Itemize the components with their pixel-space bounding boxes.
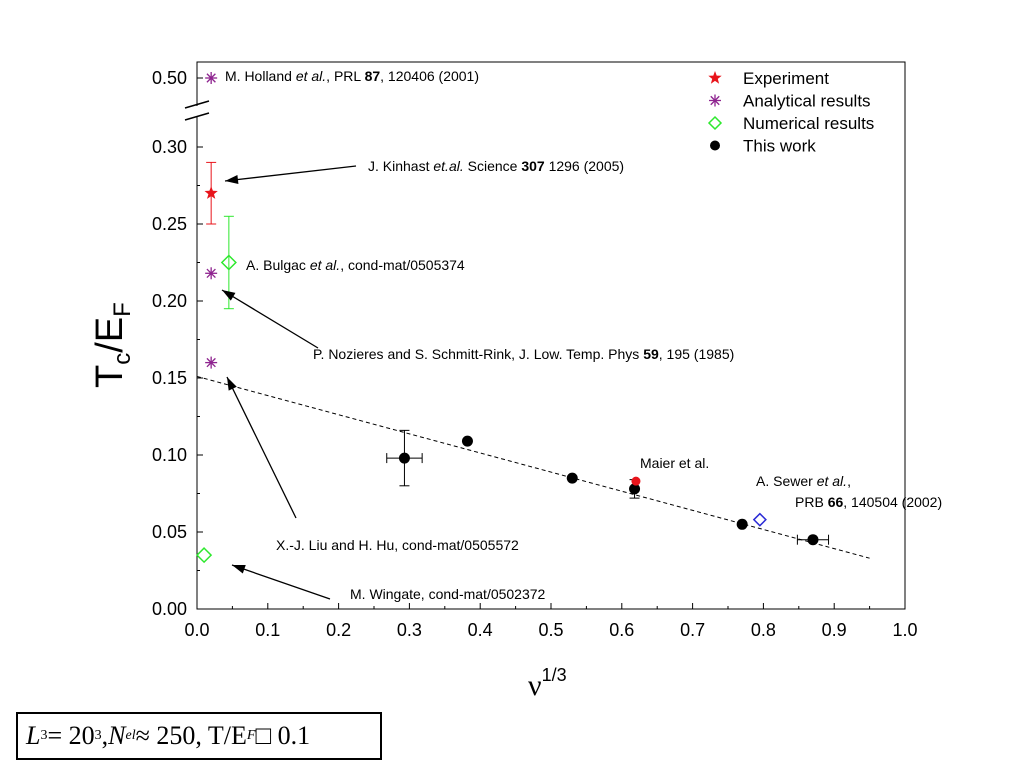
x-tick-label: 0.2	[326, 620, 351, 640]
annotation-wingate: M. Wingate, cond-mat/0502372	[350, 586, 546, 602]
y-tick-label: 0.50	[152, 68, 187, 88]
annotation-sewer-line2: PRB 66, 140504 (2002)	[795, 494, 942, 510]
this-work-point	[398, 452, 410, 464]
numerical-point	[220, 254, 237, 271]
this-work-point	[736, 518, 748, 530]
annotations: M. Holland et al., PRL 87, 120406 (2001)…	[221, 68, 942, 602]
formula-last: □ 0.1	[255, 721, 311, 750]
legend-marker-analytical	[709, 94, 721, 107]
fit-line	[196, 375, 870, 559]
numerical-point	[196, 547, 213, 564]
this-work-point	[629, 483, 641, 495]
annotation-sewer-line1: A. Sewer et al.,	[756, 473, 851, 489]
annotation-holland: M. Holland et al., PRL 87, 120406 (2001)	[225, 68, 479, 84]
y-tick-label: 0.20	[152, 291, 187, 311]
y-tick-label: 0.00	[152, 599, 187, 619]
legend-label: Experiment	[743, 69, 829, 88]
x-tick-label: 0.7	[680, 620, 705, 640]
x-tick-label: 0.6	[609, 620, 634, 640]
x-axis-label: ν1/3	[528, 665, 567, 700]
maier-point	[631, 476, 641, 486]
y-axis-label: Tc/EF	[89, 302, 136, 388]
formula-N-sub: el	[125, 728, 136, 743]
arrow-head	[222, 290, 236, 301]
legend-marker-this-work	[710, 140, 720, 151]
this-work-point	[461, 435, 473, 447]
legend-marker-numerical	[707, 115, 723, 131]
data-marks	[196, 72, 830, 564]
arrow-kinhast	[224, 165, 357, 184]
analytical-point	[205, 267, 218, 280]
x-tick-label: 1.0	[892, 620, 917, 640]
arrow-head	[232, 565, 246, 574]
x-tick-label: 0.1	[255, 620, 280, 640]
formula-approx: ≈ 250, T/E	[135, 721, 247, 750]
y-tick-label: 0.25	[152, 214, 187, 234]
asterisk-stroke	[206, 73, 216, 83]
legend-label: Numerical results	[743, 114, 874, 133]
annotation-nozieres: P. Nozieres and S. Schmitt-Rink, J. Low.…	[313, 346, 734, 362]
formula-L-sup: 3	[40, 728, 48, 743]
this-work-point	[566, 472, 578, 484]
formula-N: N	[108, 721, 126, 750]
legend-marker-experiment	[708, 71, 722, 84]
asterisk-stroke	[710, 95, 720, 106]
y-tick-label: 0.05	[152, 522, 187, 542]
y-tick-label: 0.30	[152, 137, 187, 157]
axis-break-mark	[184, 112, 210, 121]
y-tick-label: 0.10	[152, 445, 187, 465]
formula-n-sup: 3	[94, 728, 102, 743]
formula-L: L	[26, 721, 41, 750]
formula-eq: = 20	[47, 721, 95, 750]
axis-break-gap	[189, 106, 205, 116]
arrow-head	[225, 175, 239, 184]
annotation-maier: Maier et al.	[640, 455, 709, 471]
experiment-point	[204, 186, 218, 199]
legend-label: This work	[743, 137, 816, 156]
arrow-shaft	[224, 165, 357, 182]
arrow-head	[227, 377, 237, 391]
x-tick-label: 0.3	[397, 620, 422, 640]
formula-comma: ,	[101, 721, 109, 750]
annotation-kinhast: J. Kinhast et.al. Science 307 1296 (2005…	[368, 158, 624, 174]
arrow-shaft	[221, 289, 319, 349]
x-tick-label: 0.0	[184, 620, 209, 640]
numerical-point-blue	[752, 512, 767, 527]
legend: Experiment Analytical results Numerical re…	[707, 69, 874, 156]
plot-frame: 0.0 0.1 0.2 0.3 0.4 0.5 0.6 0.7 0.8 0.9 1.0 0.00 0.0…	[152, 61, 918, 640]
fit-line-path	[196, 375, 870, 559]
formula-F-sub: F	[246, 728, 256, 743]
arrow-nozieres	[221, 289, 319, 349]
x-tick-label: 0.4	[468, 620, 493, 640]
asterisk-stroke	[206, 268, 216, 278]
chart-canvas: 0.0 0.1 0.2 0.3 0.4 0.5 0.6 0.7 0.8 0.9 1.0 0.00 0.0…	[89, 61, 942, 700]
analytical-point	[205, 356, 218, 369]
annotation-bulgac: A. Bulgac et al., cond-mat/0505374	[246, 257, 465, 273]
asterisk-stroke	[206, 357, 216, 368]
axis-labels: Tc/EF ν1/3	[89, 302, 567, 700]
annotation-liu: X.-J. Liu and H. Hu, cond-mat/0505572	[276, 537, 519, 553]
axis-break-mark	[184, 100, 210, 109]
arrow-shaft	[231, 564, 331, 600]
x-tick-label: 0.9	[822, 620, 847, 640]
x-tick-label: 0.8	[751, 620, 776, 640]
arrow-liu	[226, 376, 297, 519]
arrow-wingate	[231, 564, 331, 600]
legend-label: Analytical results	[743, 92, 871, 111]
y-tick-label: 0.15	[152, 368, 187, 388]
arrow-shaft	[226, 376, 297, 519]
analytical-point	[205, 72, 218, 84]
this-work-point	[807, 534, 819, 546]
x-tick-label: 0.5	[538, 620, 563, 640]
